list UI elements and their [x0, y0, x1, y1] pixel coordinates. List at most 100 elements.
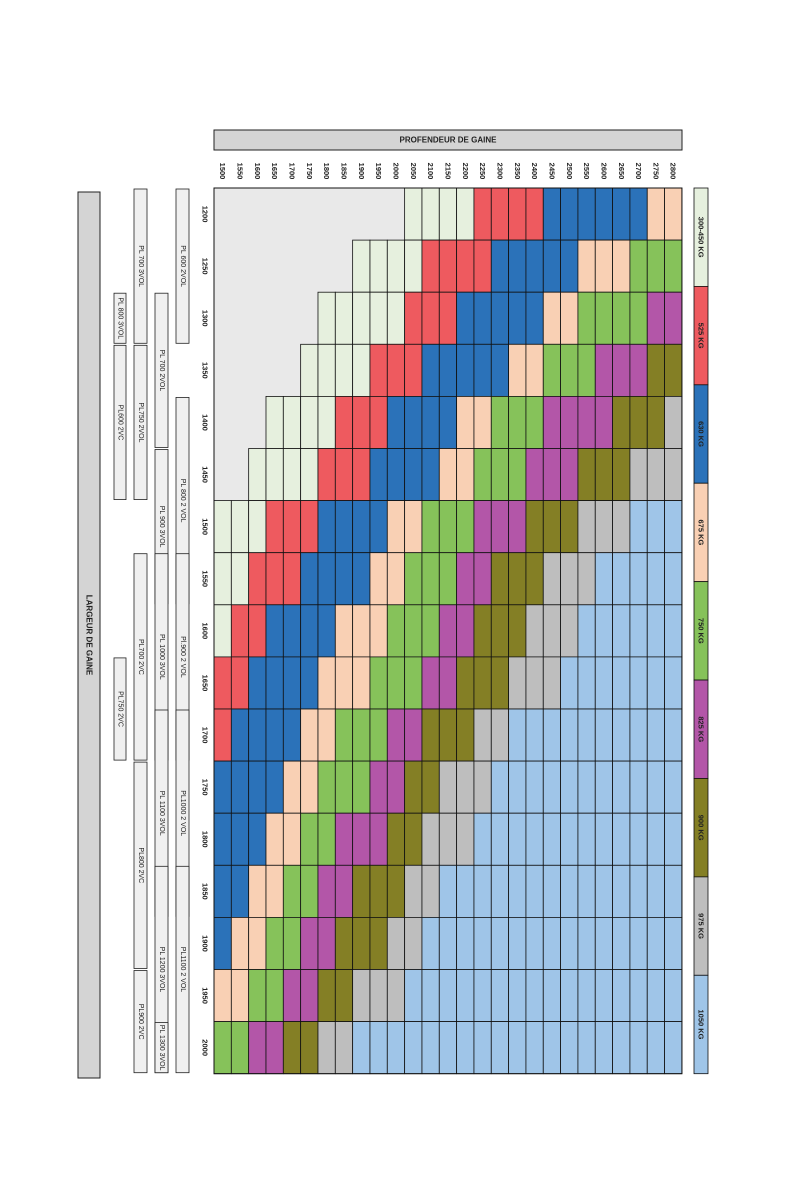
grid-cell [577, 604, 596, 658]
grid-cell [577, 448, 596, 501]
grid-cell [646, 187, 665, 241]
grid-cell [646, 500, 665, 554]
grid-cell [508, 1021, 527, 1075]
grid-cell [282, 760, 302, 814]
depth-tick-label: 2000 [391, 163, 400, 180]
width-tick-label: 1650 [201, 675, 210, 692]
depth-title: PROFENDEUR DE GAINE [400, 136, 498, 145]
grid-cell [230, 500, 250, 554]
width-tick-label: 1850 [201, 883, 210, 900]
range-bar [113, 292, 127, 344]
grid-cell [248, 552, 267, 606]
grid-cell [664, 395, 683, 449]
grid-cell [490, 239, 510, 293]
grid-cell [369, 500, 388, 554]
grid-cell [594, 969, 613, 1022]
grid-cell [490, 500, 510, 554]
legend-swatch [693, 974, 709, 1075]
grid-cell [577, 917, 596, 970]
grid-cell [490, 656, 510, 710]
grid-cell [525, 448, 544, 501]
grid-cell [525, 812, 544, 866]
grid-cell [646, 343, 665, 397]
grid-cell [265, 864, 284, 918]
grid-cell [300, 969, 319, 1022]
grid-cell [456, 604, 475, 658]
grid-cell [386, 708, 406, 762]
grid-cell [213, 708, 232, 762]
grid-cell [300, 604, 319, 658]
grid-cell [386, 239, 406, 293]
grid-cell [612, 708, 631, 762]
grid-cell [213, 656, 232, 710]
grid-cell [646, 969, 665, 1022]
depth-tick-label: 1900 [357, 163, 366, 180]
grid-cell [438, 552, 458, 606]
grid-cell [612, 812, 631, 866]
grid-cell [230, 812, 250, 866]
grid-cell [456, 864, 475, 918]
grid-cell [646, 395, 665, 449]
grid-cell [421, 343, 440, 397]
grid-cell [282, 656, 302, 710]
grid-cell [594, 708, 613, 762]
grid-cell [577, 500, 596, 554]
grid-cell [404, 500, 423, 554]
grid-cell [473, 604, 492, 658]
grid-cell [404, 187, 423, 241]
grid-cell [629, 187, 648, 241]
grid-cell [334, 604, 354, 658]
grid-cell [404, 708, 423, 762]
grid-cell [282, 604, 302, 658]
grid-cell [421, 291, 440, 345]
grid-cell [248, 708, 267, 762]
grid-cell [456, 917, 475, 970]
range-bar-label: PL 800 3VOL [117, 297, 124, 339]
depth-title-box [213, 129, 683, 151]
depth-tick-label: 2550 [582, 163, 591, 180]
grid-cell [490, 343, 510, 397]
grid-cell [386, 864, 406, 918]
legend-label: 525 KG [697, 323, 706, 349]
width-tick-label: 1400 [201, 414, 210, 431]
grid-cell [664, 604, 683, 658]
grid-cell [386, 291, 406, 345]
depth-tick-label: 1950 [374, 163, 383, 180]
range-bar [175, 865, 190, 1074]
grid-cell [629, 812, 648, 866]
grid-cell [334, 864, 354, 918]
grid-cell [490, 917, 510, 970]
grid-cell [664, 448, 683, 501]
grid-cell [508, 604, 527, 658]
grid-cell [508, 760, 527, 814]
grid-cell [525, 291, 544, 345]
depth-tick-labels: 1500 1550 1600 1650 1700 1750 1800 1850 1900 1950… [218, 163, 678, 180]
grid-cell [664, 552, 683, 606]
grid-cell [456, 656, 475, 710]
grid-cell [473, 291, 492, 345]
grid-cell [265, 760, 284, 814]
grid-cell [404, 239, 423, 293]
depth-tick-label: 1600 [253, 163, 262, 180]
grid-cell [404, 343, 423, 397]
grid-cell [646, 552, 665, 606]
grid-cell [508, 917, 527, 970]
grid-cell [473, 187, 492, 241]
grid-cell [490, 708, 510, 762]
grid-cell [438, 656, 458, 710]
grid-cell [664, 187, 683, 241]
grid-cell [438, 708, 458, 762]
grid-cell [352, 812, 371, 866]
grid-cell [386, 917, 406, 970]
grid-cell [525, 708, 544, 762]
depth-tick-label: 2100 [426, 163, 435, 180]
grid-cell [230, 708, 250, 762]
grid-cell [230, 1021, 250, 1075]
grid-cell [542, 343, 562, 397]
grid-cell [664, 1021, 683, 1075]
depth-tick-label: 1500 [218, 163, 227, 180]
grid-cell [577, 239, 596, 293]
grid-cell [508, 656, 527, 710]
width-tick-label: 1250 [201, 258, 210, 275]
legend: 300-450 KG 525 KG 630 KG 675 KG 750 KG 825 KG… [693, 187, 709, 1075]
